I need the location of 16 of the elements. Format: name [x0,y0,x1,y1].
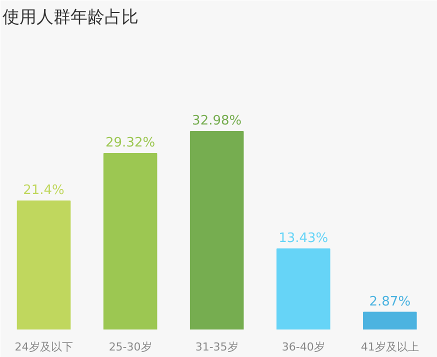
chart-title: 使用人群年龄占比 [2,8,138,28]
data-label: 32.98% [192,114,242,128]
x-tick-label: 31-35岁 [195,340,238,354]
bar [190,131,244,330]
data-label: 13.43% [278,230,328,246]
bar [16,200,71,330]
data-label: 2.87% [369,294,411,310]
data-label: 29.32% [106,135,156,150]
bar [276,248,330,330]
bar [103,152,158,330]
x-tick-label: 24岁及以下 [14,340,73,354]
x-tick-label: 25-30岁 [108,340,152,354]
x-tick-label: 36-40岁 [282,340,325,354]
x-tick-label: 41岁及以上 [360,340,419,354]
bar [363,312,417,330]
data-label: 21.4% [23,183,64,198]
